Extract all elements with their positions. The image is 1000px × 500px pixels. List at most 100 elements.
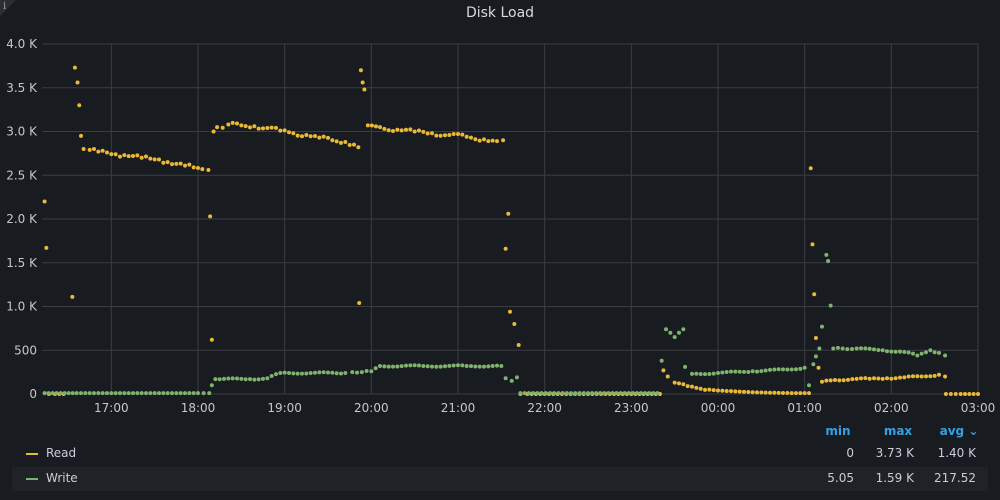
- y-tick-label: 1.5 K: [6, 256, 38, 270]
- write-point: [230, 376, 235, 381]
- read-color-swatch[interactable]: [26, 453, 38, 455]
- read-point: [339, 140, 343, 145]
- y-tick-label: 4.0 K: [6, 37, 38, 51]
- write-point: [750, 369, 755, 374]
- legend-row-read[interactable]: Read 0 3.73 K 1.40 K: [12, 442, 988, 466]
- panel-title[interactable]: Disk Load: [465, 5, 535, 21]
- read-point: [220, 125, 225, 130]
- write-point: [178, 391, 183, 396]
- y-tick-label: 3.5 K: [6, 81, 38, 95]
- write-point: [594, 391, 599, 396]
- write-point: [586, 391, 590, 396]
- legend-stat-min: 5.05: [827, 471, 854, 485]
- read-point: [81, 147, 86, 151]
- x-tick-label: 18:00: [181, 401, 216, 415]
- write-point: [729, 369, 733, 374]
- read-point: [501, 138, 506, 143]
- legend-stat-avg: 1.40 K: [937, 446, 976, 460]
- write-point: [191, 391, 196, 396]
- read-point: [87, 147, 92, 152]
- write-point: [889, 349, 894, 354]
- read-point: [924, 374, 928, 379]
- read-point: [118, 154, 122, 159]
- write-point: [243, 377, 248, 382]
- read-point: [191, 165, 196, 170]
- legend-row-write[interactable]: Write 5.05 1.59 K 217.52: [12, 467, 988, 491]
- write-point: [170, 391, 174, 396]
- write-color-swatch[interactable]: [26, 478, 38, 480]
- write-point: [386, 364, 391, 369]
- write-point: [326, 370, 330, 375]
- write-point: [618, 391, 623, 396]
- write-point: [768, 367, 772, 372]
- write-point: [100, 391, 105, 396]
- read-point: [358, 68, 363, 73]
- write-point: [79, 391, 83, 396]
- write-point: [152, 391, 157, 396]
- read-point: [357, 301, 362, 305]
- write-point: [269, 374, 274, 379]
- write-point: [547, 391, 552, 396]
- write-point: [867, 346, 872, 351]
- write-point: [509, 378, 514, 383]
- write-point: [924, 350, 928, 355]
- legend-header-avg[interactable]: avg ⌄: [939, 424, 979, 438]
- series-read: [42, 65, 980, 396]
- legend-series-name[interactable]: Read: [46, 446, 77, 460]
- read-point: [308, 134, 313, 139]
- write-point: [135, 391, 140, 396]
- write-point: [581, 391, 586, 396]
- info-icon[interactable]: i: [3, 1, 7, 12]
- write-point: [92, 391, 96, 396]
- read-point: [898, 375, 902, 380]
- write-point: [794, 367, 798, 372]
- write-point: [313, 370, 317, 375]
- read-point: [360, 80, 365, 85]
- read-point: [135, 153, 140, 158]
- read-point: [837, 378, 842, 383]
- read-point: [362, 87, 367, 92]
- read-point: [665, 374, 670, 379]
- write-point: [737, 369, 742, 374]
- write-point: [434, 364, 439, 369]
- write-point: [634, 391, 639, 396]
- legend-header-min[interactable]: min: [825, 424, 851, 438]
- read-point: [79, 133, 83, 138]
- read-point: [807, 391, 811, 396]
- write-point: [404, 363, 408, 368]
- write-point: [430, 364, 434, 369]
- write-point: [408, 363, 413, 368]
- x-tick-label: 20:00: [354, 401, 389, 415]
- write-point: [876, 348, 881, 353]
- write-point: [54, 391, 59, 396]
- write-point: [724, 369, 729, 374]
- write-point: [477, 364, 482, 369]
- read-point: [200, 167, 205, 172]
- read-point: [958, 392, 963, 396]
- legend-header-max[interactable]: max: [883, 424, 913, 438]
- write-point: [425, 364, 430, 369]
- x-tick-label: 19:00: [267, 401, 302, 415]
- write-point: [126, 391, 131, 396]
- read-point: [828, 378, 833, 383]
- write-point: [70, 391, 75, 396]
- read-point: [300, 134, 304, 139]
- read-point: [768, 390, 772, 395]
- read-point: [711, 388, 716, 393]
- write-point: [274, 372, 278, 377]
- write-point: [304, 371, 309, 376]
- legend-series-name[interactable]: Write: [46, 471, 78, 485]
- read-point: [215, 125, 220, 130]
- read-point: [932, 373, 937, 378]
- write-point: [543, 391, 548, 396]
- read-point: [356, 145, 361, 150]
- write-point: [207, 391, 212, 396]
- read-point: [174, 161, 179, 166]
- write-point: [399, 364, 404, 369]
- read-point: [772, 390, 777, 395]
- write-point: [690, 371, 694, 376]
- write-point: [330, 370, 335, 375]
- write-point: [668, 330, 673, 335]
- read-point: [859, 376, 863, 381]
- write-point: [573, 391, 578, 396]
